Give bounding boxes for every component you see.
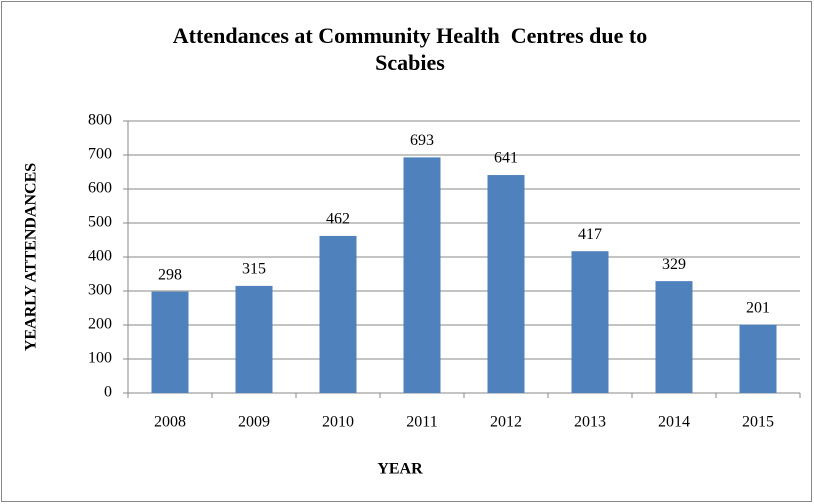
y-tick-label: 100 [88, 350, 112, 367]
x-tick-label: 2008 [154, 414, 186, 431]
y-axis-label: YEARLY ATTENDANCES [23, 163, 40, 351]
x-tick-label: 2013 [574, 414, 606, 431]
x-tick-label: 2009 [238, 414, 270, 431]
bar [235, 285, 273, 393]
x-tick-label: 2011 [406, 414, 437, 431]
chart-title: Attendances at Community Health Centres … [172, 23, 653, 75]
bar [487, 175, 525, 393]
y-tick-label: 200 [88, 316, 112, 333]
x-axis-label: YEAR [377, 461, 423, 478]
bar [571, 251, 609, 393]
y-tick-label: 300 [88, 282, 112, 299]
y-tick-label: 800 [88, 112, 112, 129]
y-tick-label: 0 [104, 384, 112, 401]
data-label: 462 [326, 211, 350, 228]
y-tick-label: 500 [88, 214, 112, 231]
data-label: 641 [494, 150, 518, 167]
x-tick-label: 2012 [490, 414, 522, 431]
data-label: 417 [578, 226, 602, 243]
bar [655, 281, 693, 393]
x-tick-label: 2010 [322, 414, 354, 431]
x-tick-label: 2014 [658, 414, 690, 431]
data-label: 201 [746, 299, 770, 316]
bar [151, 291, 189, 393]
bar [403, 157, 441, 393]
data-label: 693 [410, 132, 434, 149]
y-tick-label: 600 [88, 180, 112, 197]
y-tick-label: 700 [88, 146, 112, 163]
bar [739, 324, 777, 393]
y-tick-label: 400 [88, 248, 112, 265]
data-label: 329 [662, 256, 686, 273]
data-label: 315 [242, 261, 266, 278]
bar [319, 235, 357, 393]
x-tick-label: 2015 [742, 414, 774, 431]
data-label: 298 [158, 266, 182, 283]
